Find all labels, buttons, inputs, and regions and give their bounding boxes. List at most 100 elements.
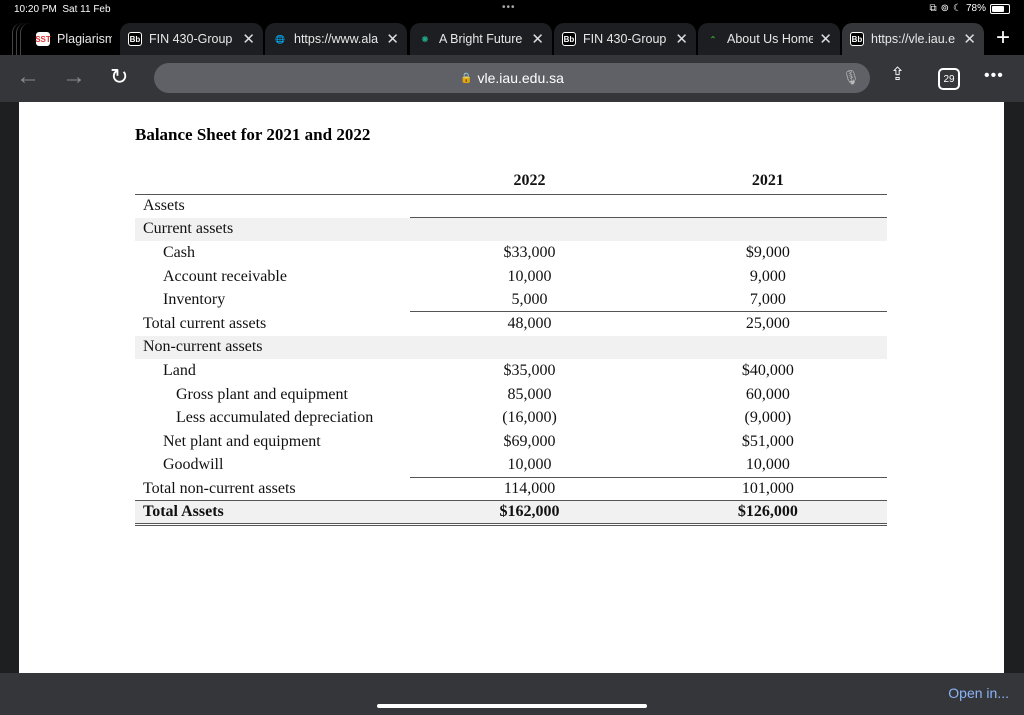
- battery-percent: 78%: [965, 3, 986, 14]
- document-title: Balance Sheet for 2021 and 2022: [135, 125, 371, 144]
- row-label: Net plant and equipment: [163, 432, 321, 450]
- row-label: Current assets: [135, 217, 411, 242]
- home-indicator[interactable]: [377, 704, 647, 708]
- screen-mirroring-icon: ⧉: [929, 3, 937, 14]
- value-2022: $35,000: [503, 361, 556, 379]
- tab-bright-future[interactable]: ❋ A Bright Future ✕: [410, 23, 552, 55]
- table-row: Gross plant and equipment 85,000 60,000: [135, 383, 887, 407]
- header-2021: 2021: [648, 169, 887, 195]
- sst-icon: SST: [35, 32, 51, 46]
- close-tab-icon[interactable]: ✕: [386, 31, 399, 48]
- row-label: Total Assets: [135, 500, 411, 526]
- header-label: [135, 169, 411, 195]
- value-2021: $40,000: [741, 361, 794, 379]
- value-2022: 85,000: [507, 385, 552, 403]
- battery-icon: [990, 3, 1010, 14]
- row-label: Less accumulated depreciation: [176, 409, 374, 427]
- value-2021: [648, 335, 887, 360]
- globe-icon: 🌐: [275, 34, 285, 44]
- table-row: Less accumulated depreciation (16,000) (…: [135, 406, 887, 430]
- tab-title: https://vle.iau.e: [871, 32, 956, 46]
- row-label: Inventory: [163, 291, 226, 309]
- value-2021: 60,000: [745, 385, 790, 403]
- moon-icon: ☾: [953, 3, 962, 14]
- tab-vle-active[interactable]: Bb https://vle.iau.e ✕: [842, 23, 984, 55]
- url-text: vle.iau.edu.sa: [477, 70, 564, 86]
- value-2022: [410, 217, 649, 242]
- value-2021: 25,000: [648, 311, 887, 336]
- status-time: 10:20 PM Sat 11 Feb: [14, 4, 111, 15]
- document-page: Balance Sheet for 2021 and 2022 2022 202…: [19, 102, 1004, 673]
- back-arrow-icon[interactable]: ←: [16, 63, 40, 90]
- browser-toolbar: ← → ↻ 🔒 vle.iau.edu.sa 🎙 ⇪ 29 •••: [0, 55, 1024, 102]
- reload-icon[interactable]: ↻: [110, 64, 129, 89]
- value-2021: 7,000: [749, 290, 786, 308]
- value-2022: [410, 335, 649, 360]
- about-us-icon: ⌃: [709, 34, 717, 44]
- blackboard-icon: Bb: [562, 32, 576, 46]
- more-menu-icon[interactable]: •••: [984, 67, 1004, 84]
- content-frame: Balance Sheet for 2021 and 2022 2022 202…: [0, 102, 1024, 673]
- value-2021: 10,000: [745, 456, 790, 474]
- value-2022: 48,000: [410, 311, 649, 336]
- table-row: Goodwill 10,000 10,000: [135, 454, 887, 478]
- close-tab-icon[interactable]: ✕: [675, 31, 688, 48]
- value-2021: [648, 217, 887, 242]
- new-tab-button[interactable]: +: [995, 24, 1010, 51]
- close-tab-icon[interactable]: ✕: [242, 31, 255, 48]
- table-row: Assets: [135, 194, 887, 218]
- tab-ala[interactable]: 🌐 https://www.ala ✕: [265, 23, 407, 55]
- forward-arrow-icon[interactable]: →: [62, 63, 86, 90]
- tab-stack-icon[interactable]: [12, 23, 36, 55]
- close-tab-icon[interactable]: ✕: [963, 31, 976, 48]
- tab-plagiarism[interactable]: SST Plagiarism: [28, 23, 120, 55]
- share-icon[interactable]: ⇪: [890, 64, 906, 84]
- orientation-lock-icon: ⊚: [940, 3, 950, 14]
- address-bar[interactable]: 🔒 vle.iau.edu.sa 🎙: [154, 63, 870, 93]
- open-in-button[interactable]: Open in...: [948, 685, 1009, 701]
- tab-switcher-button[interactable]: 29: [938, 68, 960, 90]
- value-2022: 10,000: [507, 267, 552, 285]
- balance-sheet-table: 2022 2021 Assets Current assets Cash $33…: [135, 169, 887, 526]
- tab-title: FIN 430-Group: [149, 32, 233, 46]
- value-2022: $162,000: [410, 500, 649, 526]
- tab-fin430-2[interactable]: Bb FIN 430-Group ✕: [554, 23, 696, 55]
- table-row: Total current assets 48,000 25,000: [135, 311, 887, 336]
- multitasking-dots-icon[interactable]: •••: [502, 2, 516, 13]
- tab-fin430-1[interactable]: Bb FIN 430-Group ✕: [120, 23, 263, 55]
- total-row: Total Assets $162,000 $126,000: [135, 500, 887, 526]
- table-row: Inventory 5,000 7,000: [135, 288, 887, 312]
- value-2022: 5,000: [511, 290, 548, 308]
- value-2021: $51,000: [741, 432, 794, 450]
- header-2022: 2022: [410, 169, 649, 195]
- close-tab-icon[interactable]: ✕: [531, 31, 544, 48]
- row-label: Gross plant and equipment: [176, 385, 348, 403]
- table-row: Cash $33,000 $9,000: [135, 241, 887, 265]
- tab-title: About Us Home: [727, 32, 814, 46]
- value-2021: [649, 194, 887, 218]
- microphone-icon[interactable]: 🎙: [842, 69, 860, 85]
- value-2022: (16,000): [502, 409, 557, 427]
- table-row: Non-current assets: [135, 335, 887, 360]
- lock-icon: 🔒: [460, 72, 473, 84]
- value-2022: 10,000: [507, 456, 552, 474]
- tab-title: https://www.ala: [294, 32, 379, 46]
- table-row: Total non-current assets 114,000 101,000: [135, 476, 887, 501]
- row-label: Total current assets: [143, 314, 267, 332]
- row-label: Assets: [143, 197, 185, 215]
- status-icons: ⧉ ⊚ ☾ 78%: [929, 3, 1010, 14]
- blackboard-icon: Bb: [850, 32, 864, 46]
- value-2021: $126,000: [648, 500, 887, 526]
- tab-title: FIN 430-Group: [583, 32, 667, 46]
- close-tab-icon[interactable]: ✕: [819, 31, 832, 48]
- value-2022: [410, 194, 648, 218]
- bright-future-icon: ❋: [421, 34, 429, 44]
- row-label: Land: [163, 361, 196, 379]
- tab-strip: SST Plagiarism Bb FIN 430-Group ✕ 🌐 http…: [0, 20, 1024, 55]
- table-header-row: 2022 2021: [135, 169, 887, 195]
- table-row: Current assets: [135, 217, 887, 242]
- tab-about-us[interactable]: ⌃ About Us Home ✕: [698, 23, 840, 55]
- value-2022: $69,000: [503, 432, 556, 450]
- row-label: Non-current assets: [135, 335, 411, 360]
- tab-title: A Bright Future: [439, 32, 523, 46]
